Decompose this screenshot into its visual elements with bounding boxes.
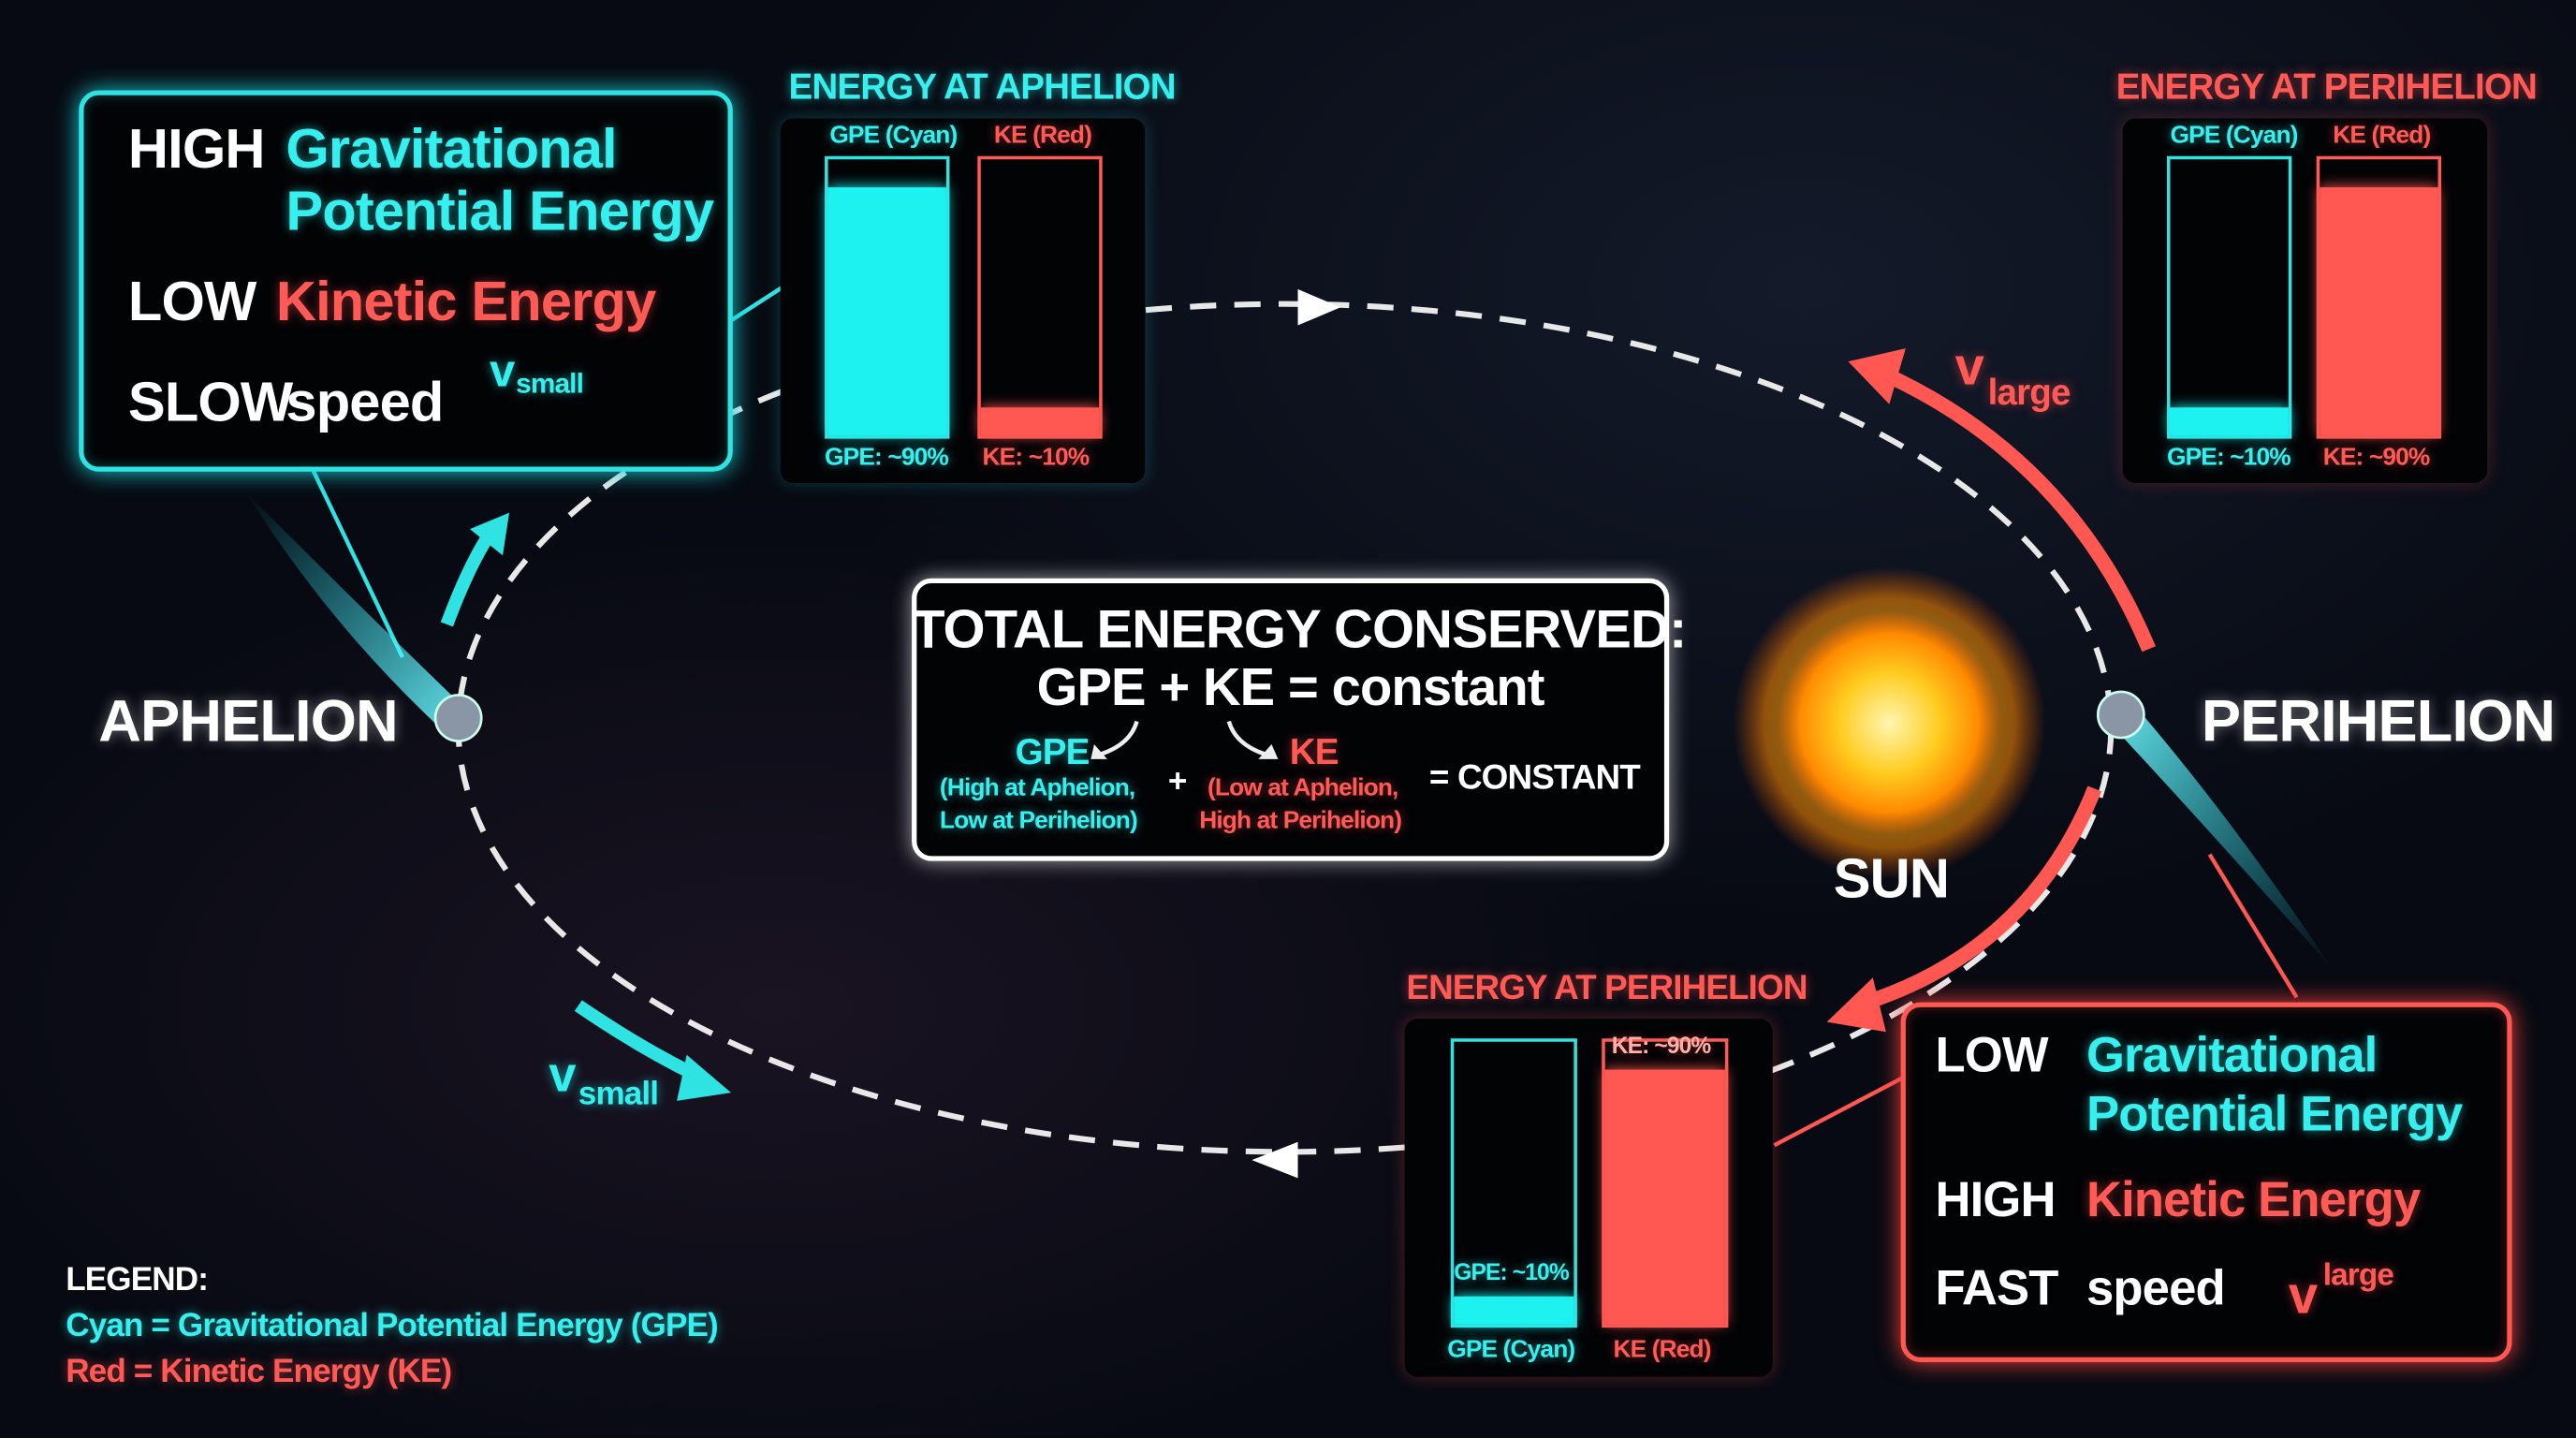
orbit-direction-arrow-bottom [1251, 1141, 1298, 1179]
bar-fill [1454, 1296, 1574, 1325]
ke-value-label: KE: ~90% [1611, 1032, 1712, 1059]
perihelion-info-box [1900, 1002, 2512, 1362]
sun [1778, 610, 2001, 835]
perihelion-ke-level: HIGH [1935, 1173, 2056, 1228]
velocity-arrow-aphelion-up [440, 530, 495, 627]
ke-value-label: KE: ~10% [982, 443, 1090, 472]
aphelion-energy-panel: GPE (Cyan) KE (Red) GPE: ~90% KE: ~10% [780, 118, 1146, 483]
velocity-arrow-aphelion-down [574, 1000, 701, 1082]
aphelion-info-box [79, 90, 733, 472]
legend-cyan: Cyan = Gravitational Potential Energy (G… [66, 1308, 719, 1344]
velocity-subscript: small [516, 368, 584, 400]
bar-fill [2320, 186, 2438, 436]
aphelion-ke-level: LOW [127, 271, 256, 334]
sun-label: SUN [1833, 847, 1950, 911]
bar-fill [980, 407, 1100, 436]
ke-header: KE (Red) [993, 121, 1092, 150]
aphelion-gpe-text-2: Potential Energy [285, 181, 714, 243]
velocity-label-large: v [1954, 336, 1984, 396]
aphelion-gpe-text: Gravitational [285, 118, 617, 182]
curved-arrows [1090, 720, 1279, 759]
perihelion-bottom-energy-panel: GPE: ~10% KE: ~90% GPE (Cyan) KE (Red) [1404, 1019, 1773, 1377]
velocity-symbol: v [490, 345, 515, 396]
gpe-note-2: Low at Perihelion) [939, 806, 1138, 835]
perihelion-bottom-ke-bar [1602, 1038, 1729, 1328]
gpe-term: GPE [1015, 731, 1090, 772]
perihelion-label: PERIHELION [2201, 686, 2555, 755]
perihelion-gpe-text-2: Potential Energy [2086, 1087, 2463, 1142]
aphelion-comet [433, 694, 483, 742]
perihelion-bottom-gpe-bar [1450, 1038, 1577, 1328]
bar-fill [827, 186, 946, 436]
gpe-header: GPE (Cyan) [2170, 121, 2298, 150]
perihelion-top-gpe-bar [2166, 155, 2292, 439]
ke-footer: KE (Red) [1613, 1335, 1712, 1364]
perihelion-gpe-text: Gravitational [2086, 1028, 2378, 1083]
velocity-label-small-sub: small [578, 1076, 659, 1113]
aphelion-connector [310, 467, 404, 658]
perihelion-comet [2096, 690, 2145, 740]
gpe-footer: GPE (Cyan) [1447, 1335, 1575, 1364]
ke-note-2: High at Perihelion) [1199, 806, 1402, 835]
gpe-value-label: GPE: ~10% [2166, 443, 2291, 472]
plus-sign: + [1167, 764, 1188, 800]
perihelion-ke-text: Kinetic Energy [2086, 1173, 2421, 1228]
perihelion-speed-level: FAST [1935, 1261, 2059, 1316]
aphelion-comet-tail [246, 492, 463, 732]
conservation-box [912, 578, 1670, 861]
aphelion-ke-bar [977, 155, 1103, 439]
bar-fill [1604, 1069, 1725, 1325]
velocity-label-large-sub: large [1987, 371, 2071, 413]
gpe-note: (High at Aphelion, [939, 773, 1135, 802]
velocity-superscript: large [2322, 1258, 2394, 1294]
perihelion-panel-connector [1773, 1074, 1907, 1148]
bar-fill [2170, 407, 2289, 436]
aphelion-speed-text: speed [285, 371, 444, 434]
perihelion-speed-text: speed [2086, 1261, 2226, 1316]
perihelion-top-panel-title: ENERGY AT PERIHELION [2115, 66, 2538, 108]
perihelion-top-energy-panel: GPE (Cyan) KE (Red) GPE: ~10% KE: ~90% [2122, 118, 2488, 483]
orbit-direction-arrow-top [1297, 288, 1341, 326]
aphelion-panel-title: ENERGY AT APHELION [788, 66, 1176, 108]
constant-result: = CONSTANT [1428, 758, 1641, 798]
ke-header: KE (Red) [2333, 121, 2431, 150]
aphelion-speed-level: SLOW [127, 371, 293, 434]
velocity-symbol: v [2288, 1265, 2318, 1325]
legend-red: Red = Kinetic Energy (KE) [66, 1354, 452, 1390]
aphelion-ke-text: Kinetic Energy [275, 271, 656, 334]
aphelion-label: APHELION [98, 686, 398, 755]
conservation-title: TOTAL ENERGY CONSERVED: [912, 597, 1687, 659]
gpe-header: GPE (Cyan) [829, 121, 958, 150]
aphelion-gpe-bar [825, 155, 950, 439]
perihelion-top-ke-bar [2316, 155, 2442, 439]
aphelion-gpe-level: HIGH [127, 118, 266, 182]
velocity-arrow-perihelion-top [1882, 368, 2156, 653]
ke-term: KE [1289, 731, 1339, 772]
velocity-arrow-perihelion-bottom [1853, 785, 2102, 1013]
arrow-icon [1090, 744, 1107, 759]
gpe-value-label: GPE: ~10% [1454, 1258, 1569, 1285]
velocity-label-small: v [549, 1048, 576, 1103]
conservation-equation: GPE + KE = constant [1036, 657, 1545, 717]
perihelion-comet-tail [2113, 706, 2334, 970]
perihelion-gpe-level: LOW [1935, 1028, 2049, 1083]
aphelion-panel-connector [729, 286, 783, 323]
ke-value-label: KE: ~90% [2322, 443, 2431, 472]
ke-note: (Low at Aphelion, [1207, 773, 1398, 802]
gpe-value-label: GPE: ~90% [825, 443, 949, 472]
perihelion-bottom-panel-title: ENERGY AT PERIHELION [1406, 969, 1808, 1007]
legend-title: LEGEND: [66, 1261, 209, 1299]
perihelion-connector [2207, 853, 2299, 999]
arrow-icon [1258, 744, 1279, 759]
